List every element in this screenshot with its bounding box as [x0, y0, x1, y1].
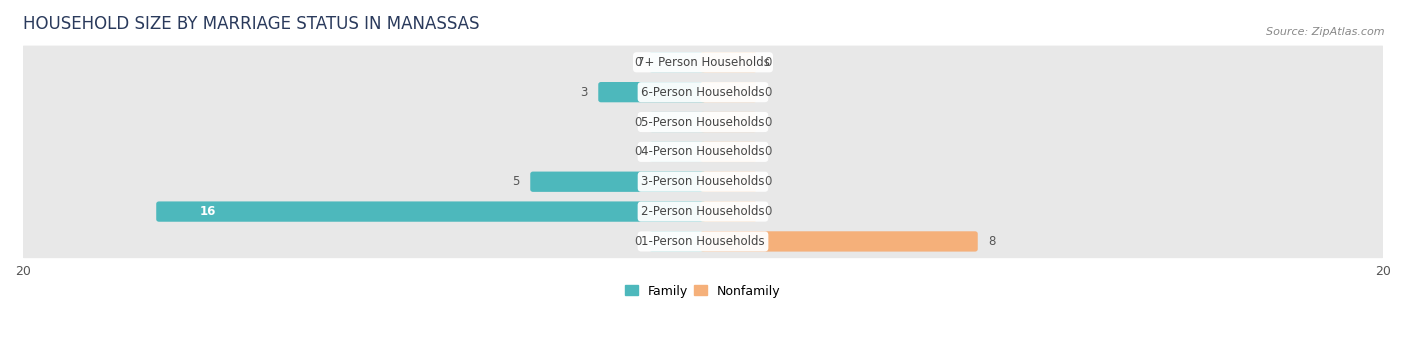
- FancyBboxPatch shape: [20, 46, 1386, 79]
- Text: 4-Person Households: 4-Person Households: [641, 145, 765, 158]
- FancyBboxPatch shape: [700, 202, 756, 222]
- Text: 5: 5: [512, 175, 519, 188]
- FancyBboxPatch shape: [20, 225, 1386, 258]
- FancyBboxPatch shape: [650, 112, 706, 132]
- FancyBboxPatch shape: [20, 165, 1386, 198]
- FancyBboxPatch shape: [700, 82, 756, 102]
- FancyBboxPatch shape: [700, 52, 756, 72]
- Text: 2-Person Households: 2-Person Households: [641, 205, 765, 218]
- FancyBboxPatch shape: [20, 105, 1386, 139]
- Text: 0: 0: [765, 86, 772, 99]
- FancyBboxPatch shape: [650, 231, 706, 252]
- Legend: Family, Nonfamily: Family, Nonfamily: [620, 280, 786, 302]
- Text: HOUSEHOLD SIZE BY MARRIAGE STATUS IN MANASSAS: HOUSEHOLD SIZE BY MARRIAGE STATUS IN MAN…: [22, 15, 479, 33]
- Text: 0: 0: [765, 175, 772, 188]
- Text: 0: 0: [765, 205, 772, 218]
- Text: 8: 8: [988, 235, 995, 248]
- Text: 0: 0: [765, 116, 772, 129]
- Text: 0: 0: [765, 145, 772, 158]
- FancyBboxPatch shape: [700, 231, 977, 252]
- FancyBboxPatch shape: [20, 75, 1386, 109]
- FancyBboxPatch shape: [20, 195, 1386, 228]
- Text: 1-Person Households: 1-Person Households: [641, 235, 765, 248]
- Text: 3-Person Households: 3-Person Households: [641, 175, 765, 188]
- Text: 5-Person Households: 5-Person Households: [641, 116, 765, 129]
- Text: 0: 0: [634, 56, 641, 69]
- Text: 6-Person Households: 6-Person Households: [641, 86, 765, 99]
- FancyBboxPatch shape: [700, 172, 756, 192]
- Text: 3: 3: [581, 86, 588, 99]
- FancyBboxPatch shape: [650, 142, 706, 162]
- FancyBboxPatch shape: [650, 52, 706, 72]
- FancyBboxPatch shape: [599, 82, 706, 102]
- Text: 16: 16: [200, 205, 217, 218]
- Text: 0: 0: [765, 56, 772, 69]
- FancyBboxPatch shape: [700, 112, 756, 132]
- Text: 7+ Person Households: 7+ Person Households: [637, 56, 769, 69]
- Text: 0: 0: [634, 116, 641, 129]
- Text: 0: 0: [634, 235, 641, 248]
- FancyBboxPatch shape: [530, 172, 706, 192]
- Text: 0: 0: [634, 145, 641, 158]
- Text: Source: ZipAtlas.com: Source: ZipAtlas.com: [1267, 27, 1385, 37]
- FancyBboxPatch shape: [20, 135, 1386, 168]
- FancyBboxPatch shape: [156, 202, 706, 222]
- FancyBboxPatch shape: [700, 142, 756, 162]
